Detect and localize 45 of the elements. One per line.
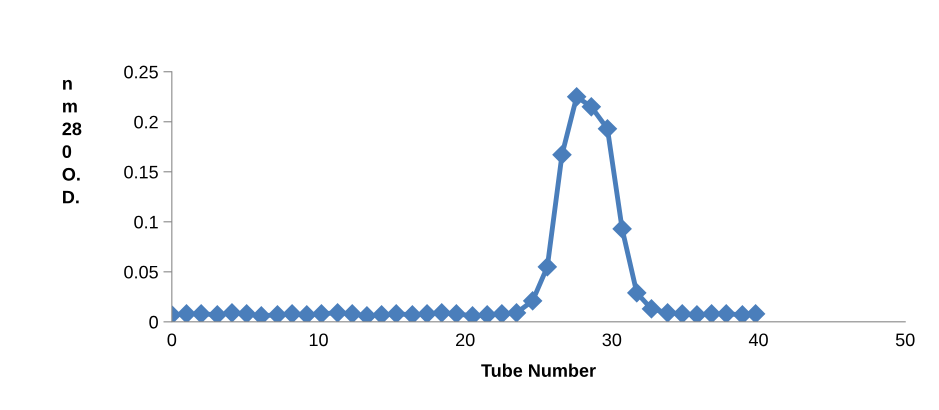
- y-axis-title: n m 28 0 O. D.: [62, 80, 82, 204]
- y-tick-label: 0.1: [134, 216, 158, 229]
- point: [237, 304, 256, 322]
- point: [642, 299, 661, 318]
- point: [432, 303, 452, 322]
- point: [687, 305, 706, 322]
- point: [658, 303, 678, 322]
- point: [612, 219, 632, 238]
- point: [506, 303, 526, 322]
- point: [386, 304, 406, 322]
- y-tick-label: 0: [149, 316, 158, 329]
- point: [372, 305, 392, 322]
- point: [268, 305, 287, 322]
- point: [552, 145, 572, 164]
- x-tick-label: 40: [748, 333, 768, 346]
- point: [222, 303, 242, 322]
- point: [478, 305, 497, 322]
- y-tick-label: 0.05: [124, 266, 158, 279]
- point: [598, 119, 617, 138]
- x-tick-label: 30: [602, 333, 622, 346]
- y-tick-label: 0.15: [124, 166, 158, 179]
- x-tick-label: 0: [168, 333, 176, 346]
- point: [492, 304, 512, 322]
- point: [523, 291, 542, 310]
- point: [312, 304, 331, 322]
- point: [192, 304, 211, 322]
- y-tick-label: 0.25: [124, 66, 158, 78]
- point: [582, 97, 601, 116]
- point: [297, 305, 316, 322]
- point: [208, 305, 227, 322]
- point: [567, 87, 586, 106]
- point: [446, 304, 466, 322]
- point: [342, 304, 362, 322]
- point: [402, 305, 422, 322]
- point: [418, 304, 437, 322]
- x-tick-label: 10: [310, 333, 328, 346]
- point: [328, 303, 348, 322]
- x-axis-title: Tube Number: [481, 364, 596, 377]
- y-tick-label: 0.2: [134, 116, 158, 128]
- point: [672, 304, 692, 322]
- x-tick-label: 20: [456, 333, 475, 346]
- point: [627, 283, 646, 302]
- point: [538, 257, 557, 276]
- point: [282, 304, 302, 322]
- x-tick-label: 50: [896, 333, 915, 346]
